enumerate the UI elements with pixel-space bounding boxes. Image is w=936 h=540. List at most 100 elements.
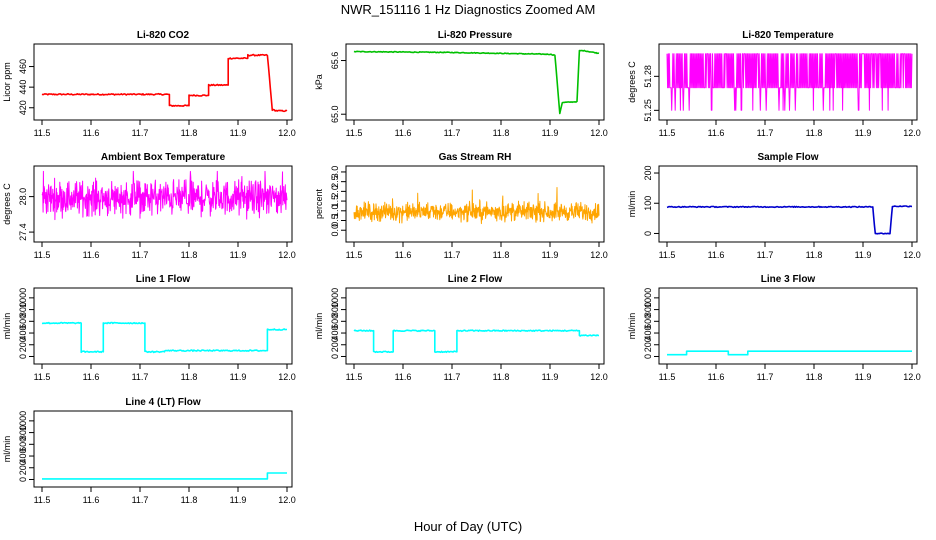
y-tick-label: 400 xyxy=(330,326,340,341)
x-tick-label: 11.9 xyxy=(855,128,872,138)
y-tick-label: 200 xyxy=(643,166,653,181)
figure-xlabel: Hour of Day (UTC) xyxy=(414,519,522,534)
panel-title: Li-820 CO2 xyxy=(137,30,190,41)
x-tick-label: 11.6 xyxy=(708,128,725,138)
x-tick-label: 12.0 xyxy=(278,372,296,382)
y-tick-label: 800 xyxy=(18,425,28,440)
x-tick-label: 11.6 xyxy=(83,250,100,260)
x-tick-label: 11.5 xyxy=(34,372,51,382)
x-tick-label: 11.8 xyxy=(181,250,198,260)
x-tick-label: 11.6 xyxy=(83,128,100,138)
y-tick-label: 1000 xyxy=(18,411,28,431)
x-tick-label: 11.6 xyxy=(708,250,725,260)
panel-2: Li-820 Pressure 11.5 11.6 11.7 11.8 11.9 12.0 6… xyxy=(314,30,608,138)
y-tick-label: 65.0 xyxy=(330,105,340,123)
x-tick-label: 12.0 xyxy=(590,128,608,138)
x-tick-label: 11.5 xyxy=(346,250,363,260)
x-tick-label: 11.7 xyxy=(132,250,149,260)
x-tick-label: 11.7 xyxy=(757,372,774,382)
x-tick-label: 11.5 xyxy=(659,372,676,382)
y-tick-label: 2.5 xyxy=(330,175,340,188)
x-tick-label: 11.7 xyxy=(444,250,461,260)
panel-title: Ambient Box Temperature xyxy=(101,152,226,163)
y-tick-label: 800 xyxy=(18,302,28,317)
plot-frame xyxy=(33,287,293,365)
x-tick-label: 12.0 xyxy=(903,372,921,382)
y-tick-label: 28.0 xyxy=(18,188,28,206)
panel-title: Line 3 Flow xyxy=(761,274,816,285)
y-tick-label: 200 xyxy=(643,337,653,352)
plot-frame xyxy=(33,43,293,121)
y-axis-label: ml/min xyxy=(627,313,637,340)
x-tick-label: 11.6 xyxy=(708,372,725,382)
panel-title: Sample Flow xyxy=(757,152,818,163)
y-tick-label: 400 xyxy=(18,449,28,464)
x-tick-label: 11.8 xyxy=(181,495,198,505)
panel-1: Li-820 CO2 11.5 11.6 11.7 11.8 11.9 12.0 420 440… xyxy=(2,30,296,138)
plot-frame xyxy=(345,43,605,121)
x-tick-label: 12.0 xyxy=(590,250,608,260)
panel-5: Gas Stream RH 11.5 11.6 11.7 11.8 11.9 12.0 0.0… xyxy=(314,152,608,260)
x-tick-label: 11.8 xyxy=(493,250,510,260)
y-axis-label: kPa xyxy=(314,74,324,90)
x-tick-label: 12.0 xyxy=(590,372,608,382)
y-tick-label: 0 xyxy=(643,354,653,359)
y-tick-label: 51.28 xyxy=(643,65,653,88)
y-tick-label: 460 xyxy=(18,59,28,74)
x-tick-label: 11.9 xyxy=(855,372,872,382)
x-tick-label: 12.0 xyxy=(903,128,921,138)
y-axis-label: ml/min xyxy=(627,191,637,218)
x-tick-label: 11.6 xyxy=(395,128,412,138)
y-tick-label: 800 xyxy=(330,302,340,317)
x-tick-label: 11.8 xyxy=(181,372,198,382)
figure-title: NWR_151116 1 Hz Diagnostics Zoomed AM xyxy=(341,2,596,17)
x-tick-label: 11.9 xyxy=(542,372,559,382)
x-tick-label: 11.7 xyxy=(757,250,774,260)
plot-frame xyxy=(658,43,918,121)
y-tick-label: 1.5 xyxy=(330,195,340,208)
x-tick-label: 11.9 xyxy=(542,250,559,260)
plot-frame xyxy=(658,287,918,365)
panel-title: Line 4 (LT) Flow xyxy=(125,397,201,408)
y-tick-label: 0.0 xyxy=(330,224,340,237)
y-tick-label: 200 xyxy=(330,337,340,352)
x-tick-label: 11.9 xyxy=(230,250,247,260)
x-tick-label: 11.7 xyxy=(132,372,149,382)
panel-7: Line 1 Flow 11.5 11.6 11.7 11.8 11.9 12.0 0 2004… xyxy=(2,274,296,382)
panel-8: Line 2 Flow 11.5 11.6 11.7 11.8 11.9 12.0 0 2004… xyxy=(314,274,608,382)
y-axis-label: ml/min xyxy=(314,313,324,340)
y-tick-label: 100 xyxy=(643,196,653,211)
series-line xyxy=(353,329,600,354)
y-tick-label: 51.25 xyxy=(643,99,653,122)
x-tick-label: 11.6 xyxy=(83,372,100,382)
y-tick-label: 800 xyxy=(643,302,653,317)
y-tick-label: 0 xyxy=(18,477,28,482)
plot-frame xyxy=(33,165,293,243)
y-axis-label: degrees C xyxy=(627,61,637,103)
y-tick-label: 400 xyxy=(643,326,653,341)
y-tick-label: 1.0 xyxy=(330,205,340,218)
x-tick-label: 11.9 xyxy=(855,250,872,260)
y-tick-label: 420 xyxy=(18,100,28,115)
x-tick-label: 11.8 xyxy=(181,128,198,138)
series-line xyxy=(667,350,912,356)
y-axis-label: percent xyxy=(314,188,324,219)
y-tick-label: 600 xyxy=(643,314,653,329)
series-line xyxy=(666,53,913,111)
x-tick-label: 11.5 xyxy=(659,128,676,138)
panel-title: Line 2 Flow xyxy=(448,274,503,285)
x-tick-label: 11.8 xyxy=(806,250,823,260)
y-tick-label: 400 xyxy=(18,326,28,341)
x-tick-label: 12.0 xyxy=(278,495,296,505)
x-tick-label: 11.8 xyxy=(806,372,823,382)
plot-frame xyxy=(658,165,918,243)
x-tick-label: 11.7 xyxy=(132,128,149,138)
plot-frame xyxy=(33,410,293,488)
x-tick-label: 11.5 xyxy=(34,128,51,138)
y-tick-label: 0 xyxy=(643,231,653,236)
y-tick-label: 0 xyxy=(18,354,28,359)
series-line xyxy=(41,321,287,354)
panel-6: Sample Flow 11.5 11.6 11.7 11.8 11.9 12.0 0 100 2… xyxy=(627,152,921,260)
y-tick-label: 440 xyxy=(18,80,28,95)
